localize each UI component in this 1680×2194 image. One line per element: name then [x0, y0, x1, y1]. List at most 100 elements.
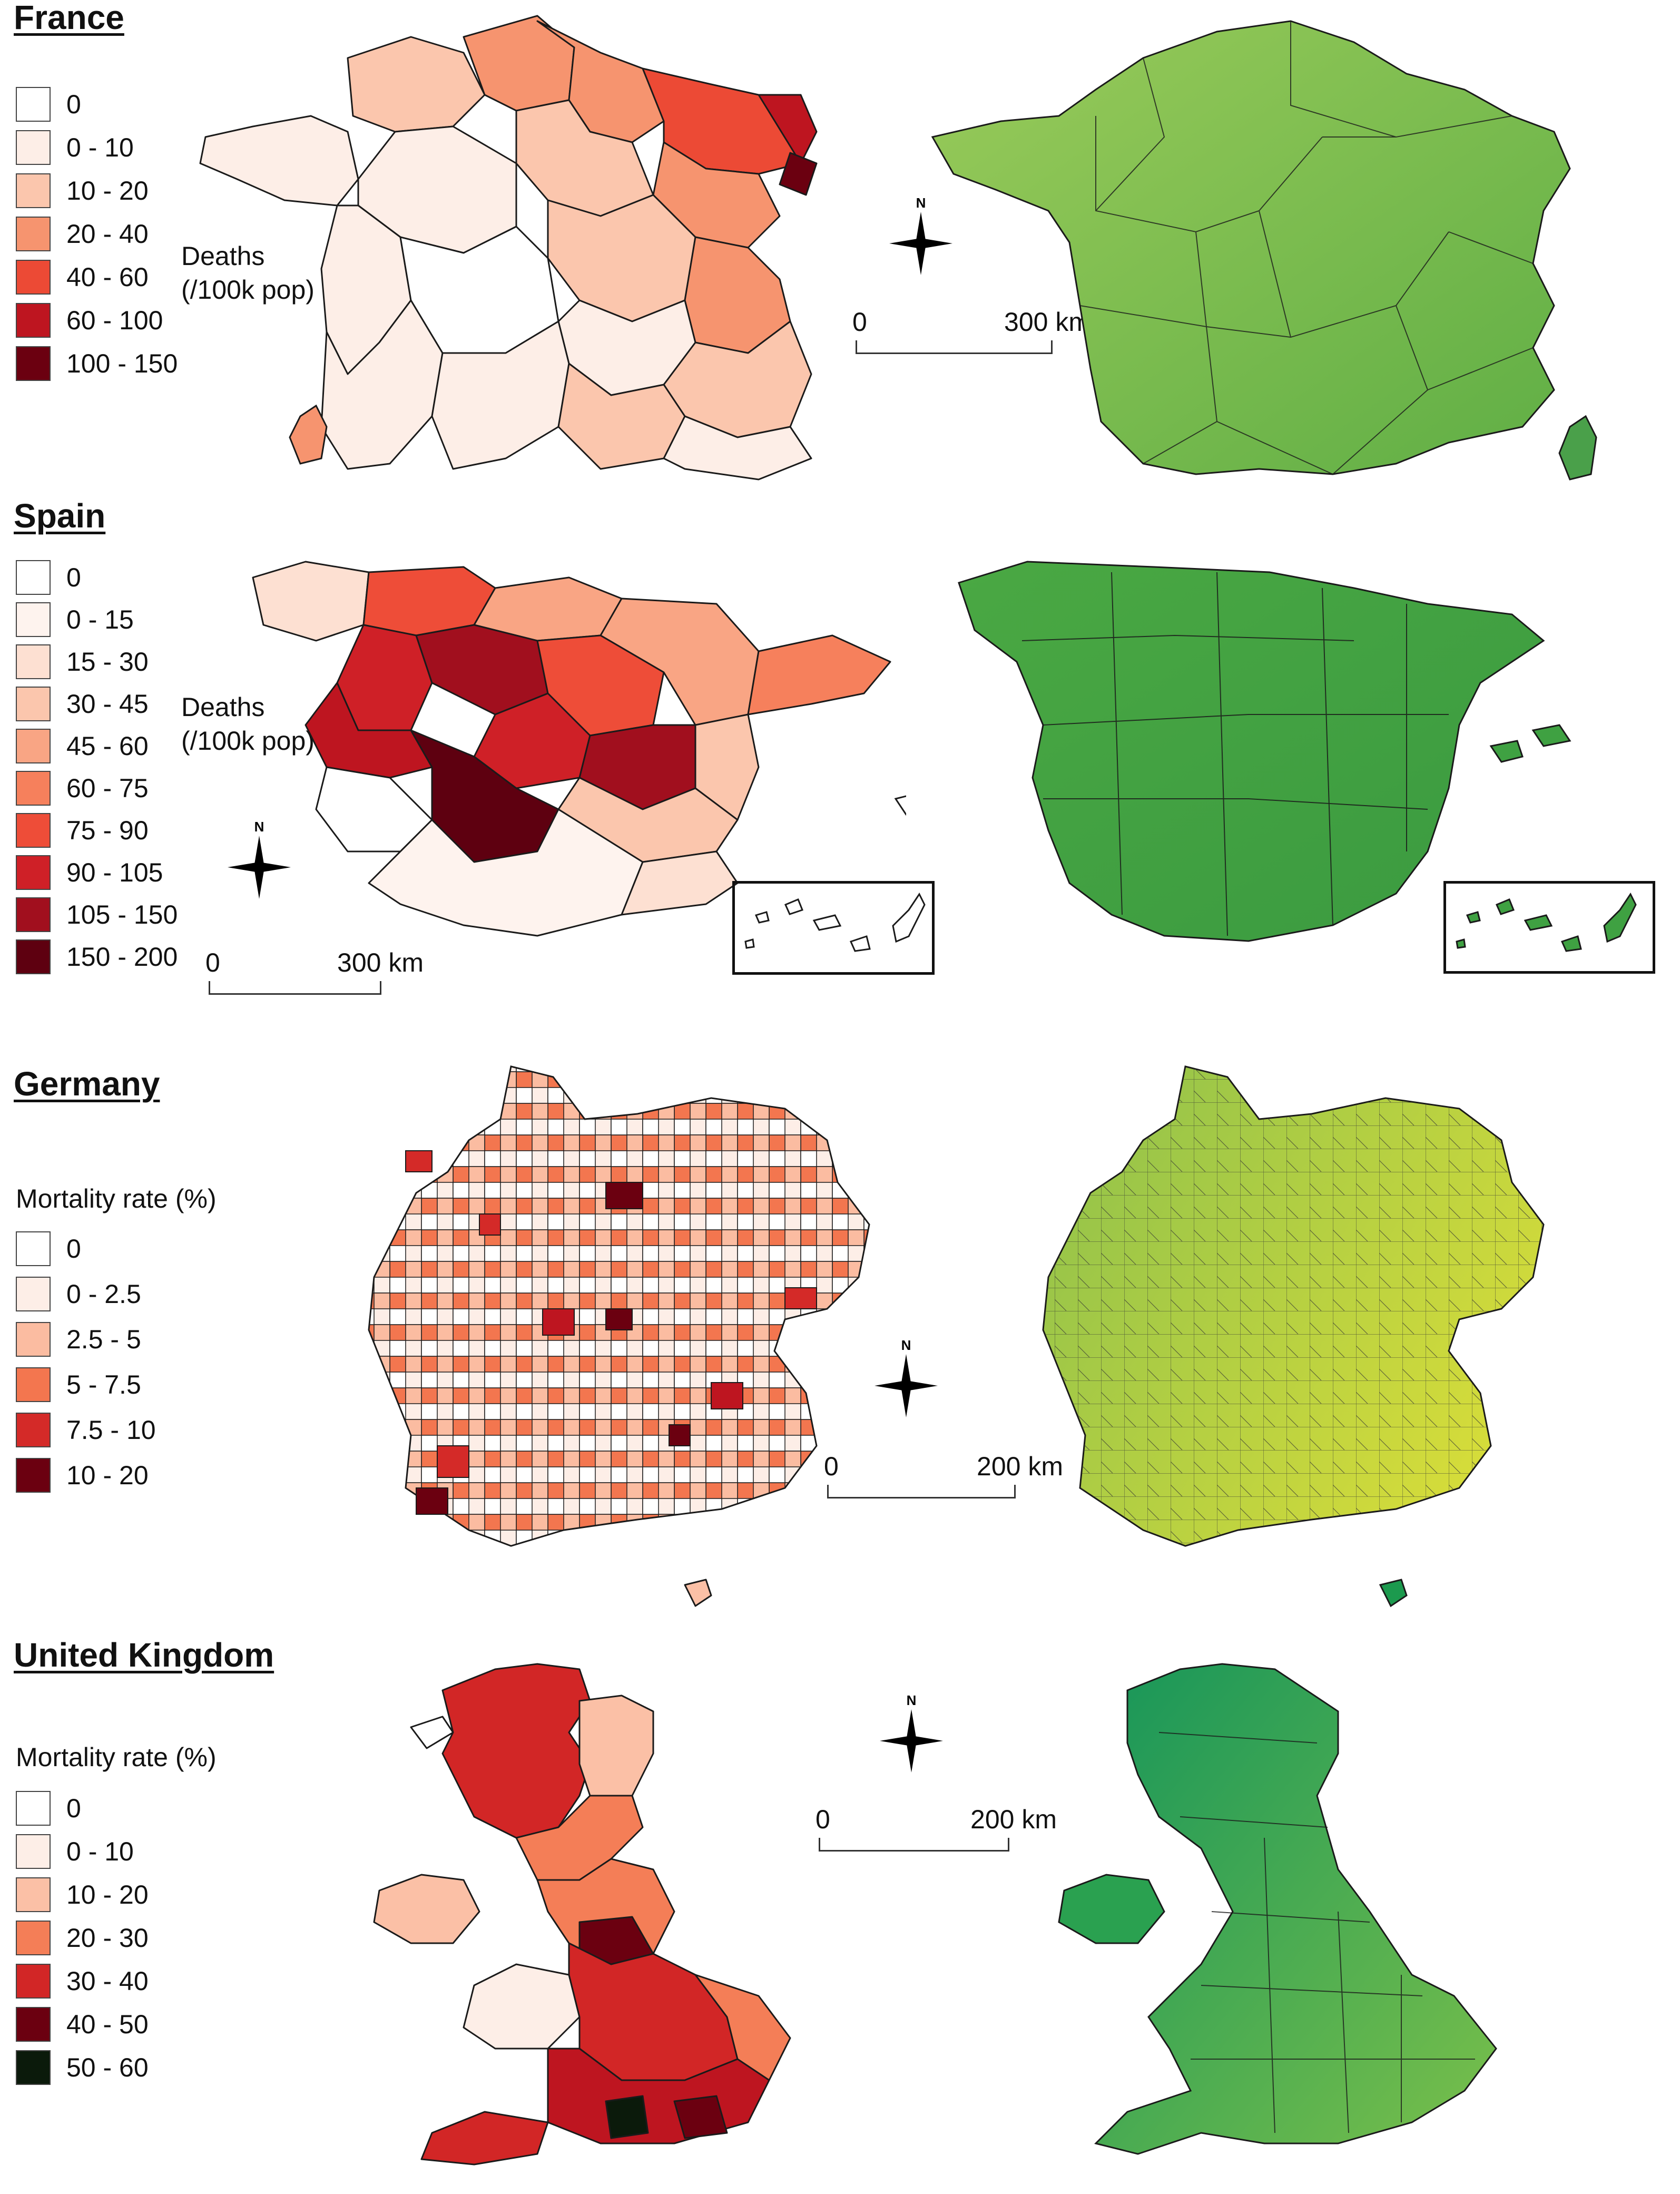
legend-label: 7.5 - 10: [66, 1415, 156, 1445]
legend-swatch: [16, 1834, 51, 1869]
legend-item: 10 - 20: [16, 1457, 149, 1493]
legend-swatch: [16, 560, 51, 595]
region: [663, 415, 812, 481]
panel-title: United Kingdom: [14, 1636, 274, 1674]
legend-swatch: [16, 303, 51, 338]
scale-bar: 0 300 km: [205, 947, 424, 995]
legend-label: 90 - 105: [66, 858, 163, 887]
panel-title: Spain: [14, 497, 106, 535]
legend-label: 45 - 60: [66, 731, 149, 761]
legend-title: Deaths (/100k pop): [181, 239, 315, 307]
panel-title: France: [14, 0, 124, 36]
scale-end: 200 km: [977, 1452, 1063, 1481]
legend-swatch: [16, 1277, 51, 1311]
legend-swatch: [16, 1367, 51, 1402]
legend-title: Mortality rate (%): [16, 1742, 217, 1772]
terrain-map: [931, 20, 1597, 481]
north-arrow-icon: N: [875, 1338, 938, 1417]
choropleth-map: [199, 15, 818, 481]
choropleth-map: [368, 1065, 870, 1547]
legend-title-line2: (/100k pop): [181, 726, 315, 756]
legend-swatch: [16, 1413, 51, 1447]
legend-swatch: [16, 729, 51, 763]
legend-label: 50 - 60: [66, 2053, 149, 2082]
legend-swatch: [16, 130, 51, 165]
legend-label: 0 - 10: [66, 133, 134, 162]
legend-swatch: [16, 813, 51, 848]
legend-swatch: [16, 2050, 51, 2085]
region: [347, 36, 486, 133]
region: [779, 152, 818, 196]
legend-label: 0 - 15: [66, 605, 134, 634]
legend-label: 100 - 150: [66, 349, 178, 378]
legend-item: 10 - 20: [16, 1877, 149, 1913]
legend-swatch: [16, 346, 51, 381]
legend-item: 0: [16, 1231, 81, 1267]
panel-germany: Germany Mortality rate (%) 0 0 - 2.5 2.5…: [0, 1065, 1680, 1567]
legend-label: 30 - 40: [66, 1966, 149, 1996]
legend-swatch: [16, 1231, 51, 1266]
legend-swatch: [16, 1921, 51, 1955]
legend-label: 0: [66, 90, 81, 119]
scale-bar: 0 200 km: [824, 1451, 1063, 1498]
panel-spain: Spain 0 0 - 15 15 - 30 30 - 45 45 - 60 6…: [0, 497, 1680, 1004]
island-corsica: [1558, 415, 1597, 481]
legend-label: 105 - 150: [66, 900, 178, 929]
legend-item: 2.5 - 5: [16, 1321, 141, 1357]
legend-item: 15 - 30: [16, 644, 149, 680]
panel-france: France 0 0 - 10 10 - 20 20 - 40 40 - 60 …: [0, 0, 1680, 501]
legend-item: 40 - 50: [16, 2006, 149, 2042]
legend-label: 40 - 60: [66, 262, 149, 292]
scale-end: 200 km: [970, 1805, 1057, 1834]
legend-item: 0 - 2.5: [16, 1276, 141, 1312]
legend-swatch: [16, 260, 51, 295]
legend-item: 30 - 40: [16, 1963, 149, 1999]
legend-swatch: [16, 1322, 51, 1357]
legend-swatch: [16, 217, 51, 251]
legend-label: 10 - 20: [66, 1880, 149, 1909]
legend-label: 75 - 90: [66, 816, 149, 845]
canary-islands-map: [744, 893, 926, 952]
legend-label: 5 - 7.5: [66, 1370, 141, 1399]
legend-item: 45 - 60: [16, 728, 149, 764]
canary-islands-inset: [732, 881, 935, 975]
north-label: N: [254, 820, 264, 835]
panel-title: Germany: [14, 1065, 160, 1103]
scale-end: 300 km: [337, 948, 424, 977]
legend-swatch: [16, 687, 51, 721]
legend-label: 0: [66, 1234, 81, 1263]
legend-item: 0 - 15: [16, 602, 134, 638]
legend-item: 105 - 150: [16, 897, 178, 933]
legend-swatch: [16, 1791, 51, 1826]
terrain-map: [1058, 1579, 1497, 2155]
scale-start: 0: [205, 948, 220, 977]
legend-swatch: [16, 602, 51, 637]
terrain-map: [1042, 1065, 1545, 1547]
legend-title: Mortality rate (%): [16, 1184, 217, 1213]
region: [642, 67, 802, 175]
legend-item: 5 - 7.5: [16, 1367, 141, 1403]
legend-label: 15 - 30: [66, 647, 149, 677]
legend-item: 150 - 200: [16, 939, 178, 975]
legend-swatch: [16, 2007, 51, 2042]
legend-item: 50 - 60: [16, 2050, 149, 2085]
legend-item: 30 - 45: [16, 686, 149, 722]
scale-start: 0: [852, 307, 867, 337]
scale-start: 0: [824, 1452, 839, 1481]
north-arrow-icon: N: [228, 820, 291, 899]
legend-title-line2: (/100k pop): [181, 275, 315, 305]
legend-label: 20 - 40: [66, 219, 149, 249]
legend-item: 0 - 10: [16, 130, 134, 165]
scale-bar: 0 200 km: [816, 1804, 1057, 1852]
legend-item: 0 - 10: [16, 1834, 134, 1869]
choropleth-map: [373, 1579, 791, 2166]
north-label: N: [901, 1338, 911, 1353]
legend-item: 90 - 105: [16, 855, 163, 890]
legend-item: 40 - 60: [16, 259, 149, 295]
legend-swatch: [16, 897, 51, 932]
panel-uk: United Kingdom Mortality rate (%) 0 0 - …: [0, 1579, 1680, 2191]
legend-label: 2.5 - 5: [66, 1325, 141, 1354]
north-label: N: [916, 196, 926, 211]
island-corsica: [289, 404, 328, 465]
legend-label: 0 - 10: [66, 1837, 134, 1866]
